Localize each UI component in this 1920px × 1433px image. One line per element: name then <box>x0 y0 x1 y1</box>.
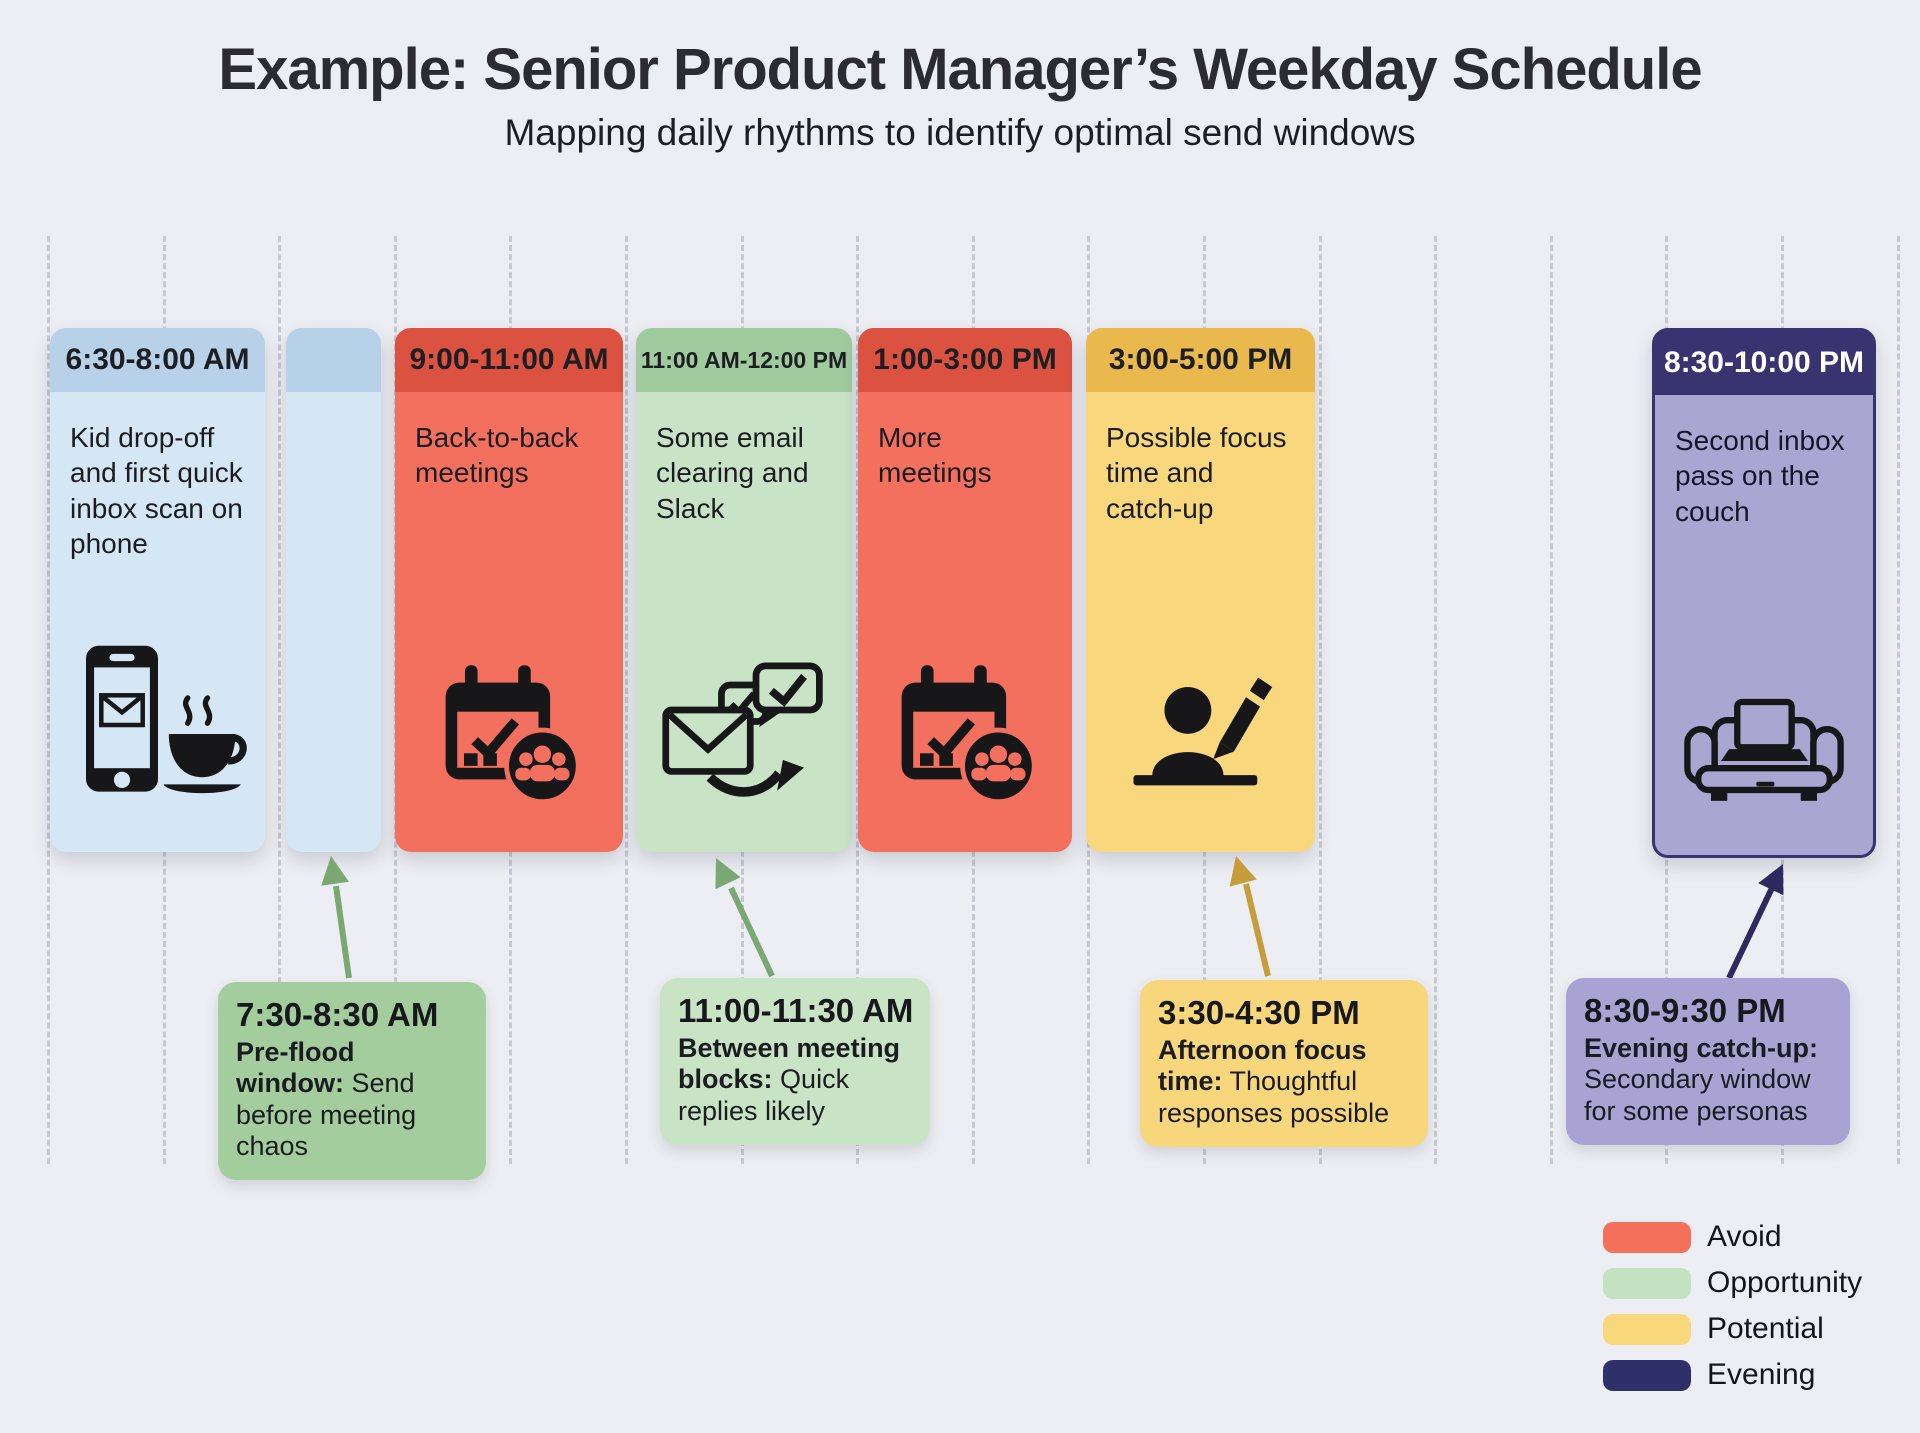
timeline-card-email-clearing: 11:00 AM-12:00 PM Some email clearing an… <box>636 328 852 852</box>
gridline <box>625 236 628 1164</box>
time-label: 9:00-11:00 AM <box>409 343 609 376</box>
time-label: 1:00-3:00 PM <box>873 343 1057 376</box>
gridline <box>1896 236 1900 1164</box>
card-description: Second inbox pass on the couch <box>1675 425 1845 527</box>
legend-row-opportunity: Opportunity <box>1603 1266 1862 1300</box>
legend-row-potential: Potential <box>1603 1312 1862 1346</box>
card-description: Some email clearing and Slack <box>656 422 809 524</box>
gridline <box>1549 236 1553 1164</box>
timeline-card-focus-time: 3:00-5:00 PM Possible focus time and cat… <box>1086 328 1315 852</box>
gridline <box>1318 236 1322 1164</box>
page-subtitle: Mapping daily rhythms to identify optima… <box>504 112 1416 153</box>
time-label: 8:30-10:00 PM <box>1663 346 1865 379</box>
card-description: Kid drop-off and first quick inbox scan … <box>70 422 243 559</box>
callout-evening-catchup: 8:30-9:30 PM Evening catch-up: Secondary… <box>1566 978 1850 1145</box>
card-description: Back-to-back meetings <box>415 422 579 489</box>
phone-email-coffee-icon <box>50 644 265 806</box>
card-description: Possible focus time and catch-up <box>1106 422 1287 524</box>
card-description <box>286 392 381 420</box>
callout-text: Evening catch-up: Secondary window for s… <box>1584 1033 1819 1126</box>
legend-swatch-avoid <box>1603 1221 1691 1253</box>
callout-time: 11:00-11:30 AM <box>678 992 914 1029</box>
callout-pre-flood-window: 7:30-8:30 AM Pre-flood window: Send befo… <box>218 982 486 1181</box>
callout-afternoon-focus: 3:30-4:30 PM Afternoon focus time: Thoug… <box>1140 980 1428 1147</box>
callout-text: Afternoon focus time: Thoughtful respons… <box>1158 1035 1390 1128</box>
callout-time: 3:30-4:30 PM <box>1158 994 1360 1031</box>
card-time-range: 3:00-5:00 PM <box>1086 328 1315 392</box>
legend-label: Opportunity <box>1707 1266 1863 1299</box>
callout-between-meetings: 11:00-11:30 AM Between meeting blocks: Q… <box>660 978 930 1145</box>
couch-laptop-icon <box>1655 673 1873 809</box>
callout-text: Between meeting blocks: Quick replies li… <box>678 1033 901 1126</box>
timeline-card-gap <box>286 328 381 852</box>
legend-label: Potential <box>1707 1312 1824 1345</box>
card-time-range: 11:00 AM-12:00 PM <box>636 328 852 392</box>
timeline-card-evening-inbox: 8:30-10:00 PM Second inbox pass on the c… <box>1652 328 1876 858</box>
card-time-range: 9:00-11:00 AM <box>395 328 623 392</box>
card-description: More meetings <box>878 422 992 489</box>
callout-time: 7:30-8:30 AM <box>236 996 439 1033</box>
time-label: 3:00-5:00 PM <box>1108 343 1293 376</box>
callout-text: Pre-flood window: Send before meeting ch… <box>236 1037 417 1161</box>
gridline <box>278 236 282 1164</box>
legend-label: Evening <box>1707 1358 1816 1391</box>
timeline-card-early-morning: 6:30-8:00 AM Kid drop-off and first quic… <box>50 328 265 852</box>
gridline <box>856 236 860 1164</box>
gridline <box>1434 236 1438 1164</box>
calendar-meeting-icon <box>395 658 623 806</box>
time-label: 6:30-8:00 AM <box>65 343 250 376</box>
legend: Avoid Opportunity Potential Evening <box>1603 1220 1862 1404</box>
calendar-meeting-icon <box>858 658 1072 806</box>
legend-swatch-evening <box>1603 1359 1691 1391</box>
arrow-afternoon-focus <box>1229 856 1271 977</box>
card-time-range: 1:00-3:00 PM <box>858 328 1072 392</box>
legend-swatch-opportunity <box>1603 1267 1691 1299</box>
arrow-pre-flood <box>321 856 352 979</box>
timeline-card-afternoon-meetings: 1:00-3:00 PM More meetings <box>858 328 1072 852</box>
page-title: Example: Senior Product Manager’s Weekda… <box>218 37 1702 102</box>
email-chat-icon <box>636 662 852 806</box>
gridline <box>47 236 50 1164</box>
timeline-card-morning-meetings: 9:00-11:00 AM Back-to-back meetings <box>395 328 623 852</box>
arrow-evening-catchup <box>1726 864 1784 980</box>
card-time-range: 8:30-10:00 PM <box>1655 331 1873 395</box>
legend-row-evening: Evening <box>1603 1358 1862 1392</box>
card-time-range <box>286 328 381 392</box>
person-writing-icon <box>1086 656 1315 806</box>
callout-time: 8:30-9:30 PM <box>1584 992 1786 1029</box>
legend-label: Avoid <box>1707 1220 1782 1253</box>
time-label: 11:00 AM-12:00 PM <box>640 346 848 373</box>
legend-swatch-potential <box>1603 1313 1691 1345</box>
card-time-range: 6:30-8:00 AM <box>50 328 265 392</box>
arrow-between-meetings <box>715 858 775 978</box>
legend-row-avoid: Avoid <box>1603 1220 1862 1254</box>
